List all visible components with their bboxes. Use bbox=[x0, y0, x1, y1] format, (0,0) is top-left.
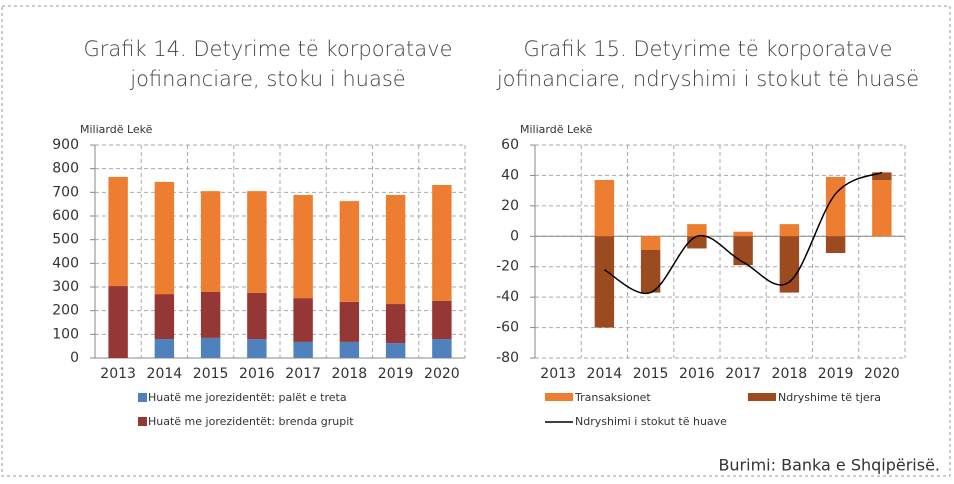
bar bbox=[733, 236, 753, 266]
bar bbox=[154, 181, 175, 295]
bar bbox=[385, 343, 406, 358]
y-axis-unit: Miliardë Lekë bbox=[520, 123, 593, 136]
bar bbox=[339, 201, 360, 302]
bar bbox=[432, 300, 452, 340]
x-tick-label: 2014 bbox=[587, 366, 623, 382]
bar bbox=[339, 341, 360, 358]
bar bbox=[825, 236, 846, 254]
bar bbox=[339, 301, 360, 342]
legend-swatch bbox=[138, 417, 147, 426]
bar bbox=[687, 224, 707, 237]
bar bbox=[200, 337, 221, 358]
x-tick-label: 2018 bbox=[332, 366, 368, 382]
x-tick-label: 2015 bbox=[193, 366, 229, 382]
y-tick-label: 200 bbox=[52, 303, 79, 319]
x-tick-label: 2015 bbox=[633, 366, 669, 382]
y-tick-label: -60 bbox=[496, 320, 519, 336]
bar bbox=[872, 179, 892, 237]
x-tick-label: 2014 bbox=[147, 366, 183, 382]
y-axis-unit: Miliardë Lekë bbox=[80, 123, 153, 136]
bar bbox=[594, 179, 615, 237]
bar bbox=[293, 194, 313, 299]
bar bbox=[200, 191, 221, 292]
bar bbox=[432, 184, 452, 301]
bar bbox=[293, 341, 313, 358]
bar bbox=[594, 236, 615, 328]
legend-label: Transaksionet bbox=[574, 391, 651, 404]
y-tick-label: 60 bbox=[501, 137, 519, 153]
source: Burimi: Banka e Shqipërisë. bbox=[718, 456, 940, 475]
legend-label: Huatë me jorezidentët: brenda grupit bbox=[148, 415, 354, 428]
y-tick-label: 900 bbox=[52, 137, 79, 153]
chart-title: jofinanciare, stoku i huasë bbox=[129, 67, 405, 91]
x-tick-label: 2013 bbox=[100, 366, 136, 382]
x-tick-label: 2017 bbox=[285, 366, 321, 382]
bar bbox=[872, 172, 892, 180]
x-tick-label: 2018 bbox=[772, 366, 808, 382]
y-tick-label: 600 bbox=[52, 208, 79, 224]
y-tick-label: -80 bbox=[496, 350, 519, 366]
bar bbox=[779, 236, 800, 293]
y-tick-label: -20 bbox=[496, 259, 519, 275]
x-tick-label: 2016 bbox=[239, 366, 275, 382]
y-tick-label: 0 bbox=[510, 228, 519, 244]
y-tick-label: 20 bbox=[501, 198, 519, 214]
bar bbox=[108, 176, 128, 287]
bar bbox=[247, 339, 267, 358]
legend-swatch bbox=[545, 393, 573, 401]
y-tick-label: 800 bbox=[52, 161, 79, 177]
x-tick-label: 2020 bbox=[424, 366, 460, 382]
y-tick-label: 0 bbox=[70, 350, 79, 366]
y-tick-label: 500 bbox=[52, 232, 79, 248]
legend-label: Ndryshime të tjera bbox=[778, 391, 881, 404]
bar bbox=[825, 176, 846, 237]
bar bbox=[247, 292, 267, 340]
bar bbox=[154, 294, 175, 340]
x-tick-label: 2020 bbox=[864, 366, 900, 382]
legend-label: Huatë me jorezidentët: palët e treta bbox=[148, 391, 347, 404]
bar bbox=[293, 298, 313, 342]
chart-title: jofinanciare, ndryshimi i stokut të huas… bbox=[496, 67, 919, 91]
bar bbox=[108, 286, 128, 358]
legend-swatch bbox=[748, 393, 776, 401]
bar bbox=[779, 224, 800, 237]
bar bbox=[200, 291, 221, 338]
bar bbox=[432, 339, 452, 358]
bar bbox=[154, 339, 175, 358]
x-tick-label: 2019 bbox=[818, 366, 854, 382]
chart-title: Grafik 15. Detyrime të korporatave bbox=[523, 37, 892, 61]
chart-title: Grafik 14. Detyrime të korporatave bbox=[83, 37, 452, 61]
bar bbox=[733, 231, 753, 237]
x-tick-label: 2019 bbox=[378, 366, 414, 382]
legend-swatch bbox=[138, 393, 147, 402]
bar bbox=[687, 236, 707, 249]
bar bbox=[640, 236, 661, 250]
y-tick-label: -40 bbox=[496, 289, 519, 305]
bar bbox=[247, 191, 267, 293]
bar bbox=[385, 194, 406, 305]
bar bbox=[640, 249, 661, 293]
line bbox=[603, 171, 883, 295]
y-tick-label: 100 bbox=[52, 326, 79, 342]
y-tick-label: 40 bbox=[501, 167, 519, 183]
frame bbox=[1, 5, 951, 477]
x-tick-label: 2013 bbox=[540, 366, 576, 382]
y-tick-label: 400 bbox=[52, 255, 79, 271]
bar bbox=[385, 304, 406, 344]
x-tick-label: 2017 bbox=[725, 366, 761, 382]
x-tick-label: 2016 bbox=[679, 366, 715, 382]
y-tick-label: 700 bbox=[52, 184, 79, 200]
y-tick-label: 300 bbox=[52, 279, 79, 295]
legend-label: Ndryshimi i stokut të huave bbox=[575, 415, 727, 428]
